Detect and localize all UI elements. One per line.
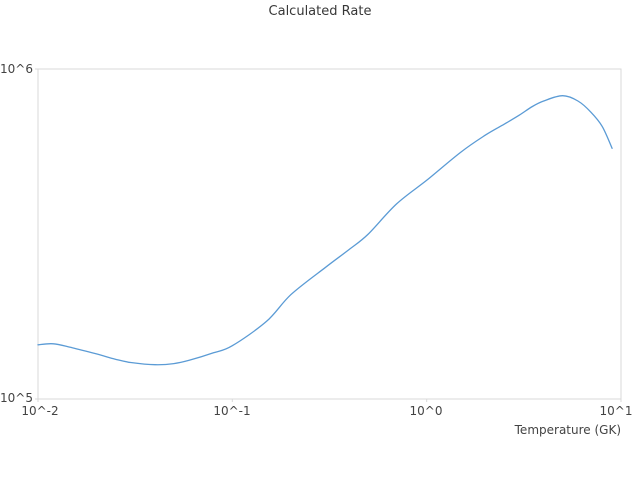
chart-title: Calculated Rate (268, 4, 372, 19)
plot-border (37, 68, 622, 400)
rate-line (37, 95, 613, 366)
x-tick-label-1e0: 10^0 (409, 404, 443, 418)
x-tick-label-1e-1: 10^-1 (213, 404, 251, 418)
x-tick-label-1e1: 10^1 (599, 404, 633, 418)
x-axis-title: Temperature (GK) (514, 423, 621, 437)
y-tick-label-1e6: 10^6 (0, 62, 33, 76)
x-tick-label-1e-2: 10^-2 (21, 404, 59, 418)
axis-tick-marks (35, 68, 622, 402)
y-tick-label-1e5: 10^5 (0, 391, 33, 405)
